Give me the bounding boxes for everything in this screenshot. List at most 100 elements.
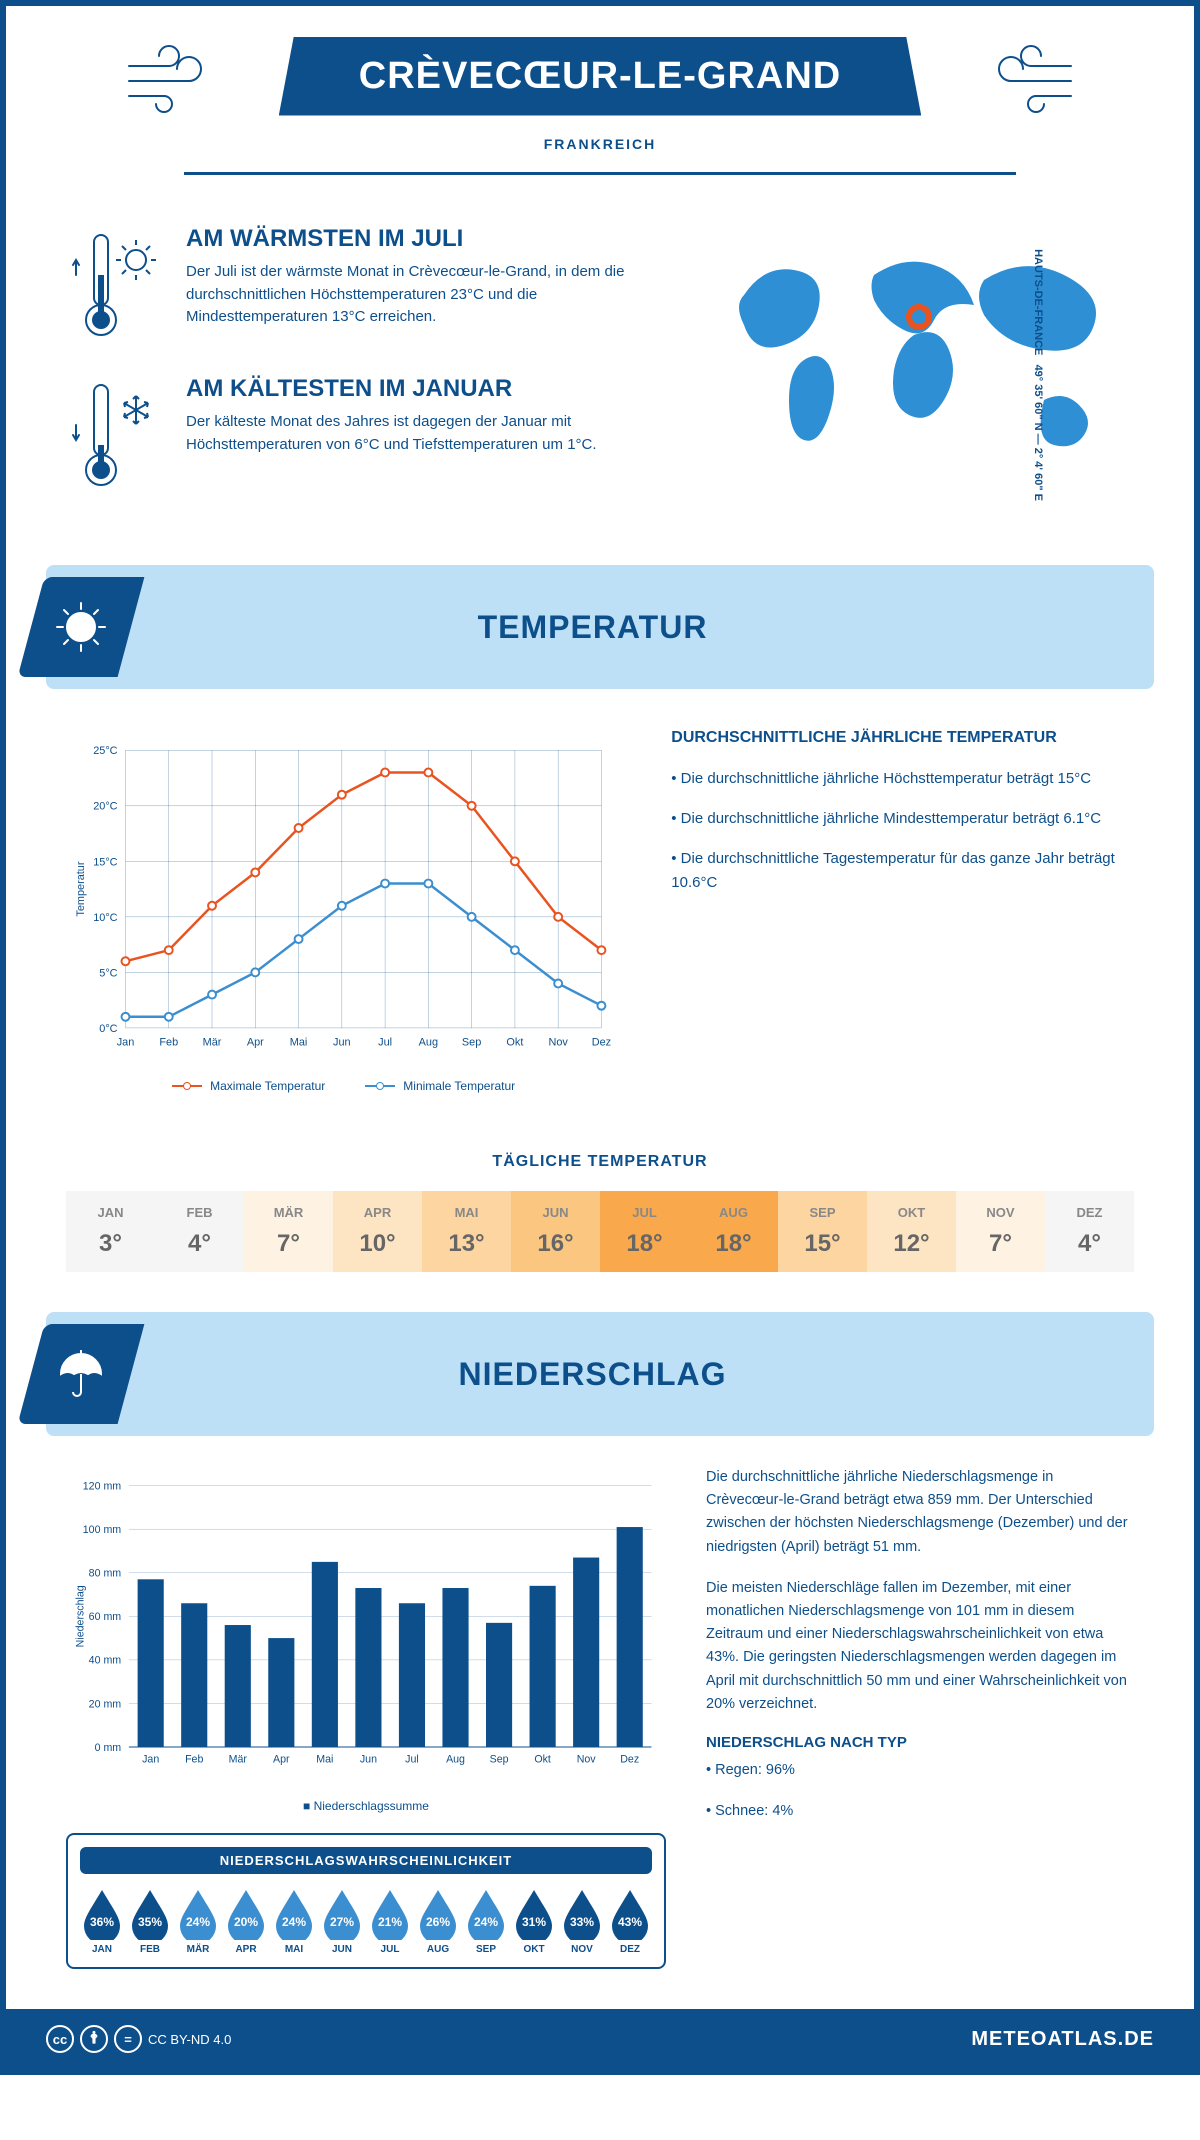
- footer-brand: METEOATLAS.DE: [971, 2028, 1154, 2051]
- title-banner: CRÈVECŒUR-LE-GRAND: [279, 37, 921, 116]
- svg-text:Dez: Dez: [620, 1753, 639, 1765]
- svg-text:Jun: Jun: [333, 1037, 351, 1049]
- svg-text:Nov: Nov: [577, 1753, 597, 1765]
- coldest-title: AM KÄLTESTEN IM JANUAR: [186, 375, 674, 403]
- wind-icon-left: [119, 36, 239, 116]
- temp-cell: JUN16°: [511, 1191, 600, 1272]
- svg-text:Jan: Jan: [117, 1037, 135, 1049]
- svg-text:5°C: 5°C: [99, 967, 117, 979]
- prob-title: NIEDERSCHLAGSWAHRSCHEINLICHKEIT: [80, 1847, 652, 1874]
- svg-text:Apr: Apr: [247, 1037, 264, 1049]
- svg-text:31%: 31%: [522, 1915, 546, 1929]
- temp-cell: OKT12°: [867, 1191, 956, 1272]
- sun-icon-wrap: [18, 577, 145, 677]
- svg-text:15°C: 15°C: [93, 856, 117, 868]
- drop: 26% AUG: [416, 1886, 460, 1955]
- temp-section-body: 0°C 5°C 10°C 15°C 20°C 25°C Jan Feb Mär Apr Mai Jun…: [6, 689, 1194, 1133]
- svg-text:21%: 21%: [378, 1915, 402, 1929]
- svg-text:24%: 24%: [282, 1915, 306, 1929]
- svg-text:20°C: 20°C: [93, 801, 117, 813]
- cc-icons: cc 🛉 = CC BY-ND 4.0: [46, 2025, 231, 2053]
- svg-text:24%: 24%: [186, 1915, 210, 1929]
- precip-section-header: NIEDERSCHLAG: [46, 1312, 1154, 1436]
- svg-text:0 mm: 0 mm: [95, 1742, 122, 1754]
- svg-text:Okt: Okt: [534, 1753, 551, 1765]
- svg-text:60 mm: 60 mm: [89, 1611, 122, 1623]
- precip-type-title: NIEDERSCHLAG NACH TYP: [706, 1734, 1134, 1751]
- drop: 36% JAN: [80, 1886, 124, 1955]
- warmest-title: AM WÄRMSTEN IM JULI: [186, 225, 674, 253]
- svg-text:43%: 43%: [618, 1915, 642, 1929]
- svg-text:10°C: 10°C: [93, 912, 117, 924]
- svg-text:80 mm: 80 mm: [89, 1568, 122, 1580]
- svg-text:Mai: Mai: [290, 1037, 308, 1049]
- legend-min-label: Minimale Temperatur: [403, 1079, 515, 1093]
- drops-row: 36% JAN 35% FEB 24% MÄR 20% APR 24% MAI …: [80, 1886, 652, 1955]
- svg-text:20 mm: 20 mm: [89, 1698, 122, 1710]
- svg-text:0°C: 0°C: [99, 1023, 117, 1035]
- thermometer-cold-icon: [66, 375, 166, 495]
- drop: 24% MÄR: [176, 1886, 220, 1955]
- svg-text:Jan: Jan: [142, 1753, 159, 1765]
- page: CRÈVECŒUR-LE-GRAND FRANKREICH AM WÄRMSTE…: [0, 0, 1200, 2075]
- precip-text: Die durchschnittliche jährliche Niedersc…: [706, 1466, 1134, 1969]
- svg-text:Temperatur: Temperatur: [75, 861, 87, 916]
- cc-icon: cc: [46, 2025, 74, 2053]
- svg-text:40 mm: 40 mm: [89, 1655, 122, 1667]
- thermometer-hot-icon: [66, 225, 166, 345]
- svg-text:Jun: Jun: [360, 1753, 377, 1765]
- svg-text:Mär: Mär: [203, 1037, 222, 1049]
- svg-text:33%: 33%: [570, 1915, 594, 1929]
- temp-section-header: TEMPERATUR: [46, 565, 1154, 689]
- drop: 20% APR: [224, 1886, 268, 1955]
- legend-max-label: Maximale Temperatur: [210, 1079, 325, 1093]
- by-icon: 🛉: [80, 2025, 108, 2053]
- svg-text:120 mm: 120 mm: [83, 1481, 122, 1493]
- drop: 31% OKT: [512, 1886, 556, 1955]
- precip-legend: Niederschlagssumme: [66, 1799, 666, 1813]
- svg-text:20%: 20%: [234, 1915, 258, 1929]
- temp-grid: JAN3°FEB4°MÄR7°APR10°MAI13°JUN16°JUL18°A…: [66, 1191, 1134, 1272]
- prob-box: NIEDERSCHLAGSWAHRSCHEINLICHKEIT 36% JAN …: [66, 1833, 666, 1969]
- svg-text:Mai: Mai: [316, 1753, 333, 1765]
- precip-section-body: 0 mm20 mm40 mm60 mm80 mm100 mm120 mmJanF…: [6, 1436, 1194, 2009]
- svg-text:Feb: Feb: [185, 1753, 203, 1765]
- intro-section: AM WÄRMSTEN IM JULI Der Juli ist der wär…: [6, 205, 1194, 565]
- precip-bar-chart: 0 mm20 mm40 mm60 mm80 mm100 mm120 mmJanF…: [66, 1466, 666, 1786]
- drop: 24% MAI: [272, 1886, 316, 1955]
- svg-text:Apr: Apr: [273, 1753, 290, 1765]
- drop: 33% NOV: [560, 1886, 604, 1955]
- wind-icon-right: [961, 36, 1081, 116]
- temp-chart-wrap: 0°C 5°C 10°C 15°C 20°C 25°C Jan Feb Mär Apr Mai Jun…: [66, 729, 621, 1093]
- svg-text:27%: 27%: [330, 1915, 354, 1929]
- svg-text:36%: 36%: [90, 1915, 114, 1929]
- svg-text:Mär: Mär: [229, 1753, 248, 1765]
- temp-cell: MAI13°: [422, 1191, 511, 1272]
- temp-bullet1: • Die durchschnittliche jährliche Höchst…: [671, 767, 1134, 791]
- svg-text:Feb: Feb: [159, 1037, 178, 1049]
- temp-bullet2: • Die durchschnittliche jährliche Mindes…: [671, 807, 1134, 831]
- temp-legend: #leg-max::after{border-color:#e8531f}Max…: [66, 1079, 621, 1093]
- daily-temp-title: TÄGLICHE TEMPERATUR: [66, 1153, 1134, 1171]
- svg-text:Okt: Okt: [506, 1037, 523, 1049]
- svg-text:Nov: Nov: [548, 1037, 568, 1049]
- svg-text:35%: 35%: [138, 1915, 162, 1929]
- drop: 21% JUL: [368, 1886, 412, 1955]
- precip-text1: Die durchschnittliche jährliche Niedersc…: [706, 1466, 1134, 1559]
- svg-text:26%: 26%: [426, 1915, 450, 1929]
- precip-text2: Die meisten Niederschläge fallen im Deze…: [706, 1577, 1134, 1716]
- svg-text:24%: 24%: [474, 1915, 498, 1929]
- license-label: CC BY-ND 4.0: [148, 2032, 231, 2047]
- svg-text:Sep: Sep: [490, 1753, 509, 1765]
- svg-text:Dez: Dez: [592, 1037, 611, 1049]
- temp-cell: NOV7°: [956, 1191, 1045, 1272]
- svg-text:25°C: 25°C: [93, 745, 117, 757]
- precip-type1: • Regen: 96%: [706, 1759, 1134, 1782]
- drop: 24% SEP: [464, 1886, 508, 1955]
- temp-cell: DEZ4°: [1045, 1191, 1134, 1272]
- footer: cc 🛉 = CC BY-ND 4.0 METEOATLAS.DE: [6, 2009, 1194, 2069]
- intro-left: AM WÄRMSTEN IM JULI Der Juli ist der wär…: [66, 225, 674, 525]
- world-map-icon: [714, 225, 1134, 485]
- drop: 43% DEZ: [608, 1886, 652, 1955]
- city-title: CRÈVECŒUR-LE-GRAND: [359, 55, 841, 98]
